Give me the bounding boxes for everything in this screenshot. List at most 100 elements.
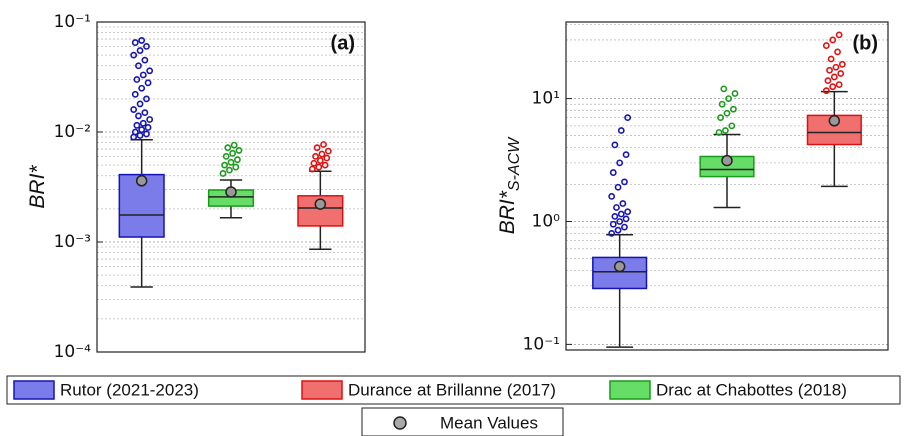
outlier xyxy=(824,77,832,85)
box xyxy=(592,256,648,290)
outlier xyxy=(617,210,625,218)
panel-label: (b) xyxy=(852,32,878,54)
outlier xyxy=(146,116,154,123)
outlier xyxy=(221,161,228,169)
y-axis-label-sub: S-ACW xyxy=(506,136,523,191)
outlier xyxy=(310,159,318,167)
outlier xyxy=(308,165,316,173)
legend-swatch xyxy=(13,380,55,400)
outlier xyxy=(232,163,240,171)
outlier xyxy=(829,83,837,91)
plot-frame xyxy=(565,21,889,351)
mean-legend-marker xyxy=(393,416,407,430)
mean-marker xyxy=(225,186,237,198)
outlier xyxy=(731,90,739,97)
outlier xyxy=(141,109,149,117)
y-axis-label: BRI*S-ACW xyxy=(496,136,524,234)
outlier xyxy=(224,144,232,152)
outlier xyxy=(720,85,728,93)
outlier xyxy=(621,223,628,231)
outlier xyxy=(611,212,619,220)
outlier xyxy=(608,192,616,200)
legend-label: Drac at Chabottes (2018) xyxy=(656,380,847,399)
outlier xyxy=(219,170,227,177)
outlier xyxy=(616,218,624,225)
y-tick-label: 10⁻¹ xyxy=(523,334,560,354)
outlier xyxy=(827,55,835,63)
outlier xyxy=(624,114,632,122)
outlier xyxy=(715,129,723,136)
outlier xyxy=(324,147,332,155)
y-tick-label: 10⁻¹ xyxy=(54,12,91,32)
outlier xyxy=(609,220,617,228)
legend-swatch xyxy=(301,380,343,400)
mean-marker xyxy=(721,154,733,167)
outlier xyxy=(143,130,150,138)
outlier xyxy=(144,79,152,87)
y-tick-label: 10¹ xyxy=(532,89,560,109)
outlier xyxy=(313,144,321,152)
outlier xyxy=(318,150,326,158)
outlier xyxy=(323,154,331,162)
outlier xyxy=(138,84,146,92)
y-tick-label: 10⁻² xyxy=(54,122,91,142)
outlier xyxy=(146,67,154,75)
outlier xyxy=(312,153,319,160)
outlier xyxy=(130,106,138,113)
y-axis-label: BRI* xyxy=(26,165,49,209)
outlier xyxy=(133,121,141,129)
outlier xyxy=(143,95,150,103)
outlier xyxy=(835,31,843,39)
outlier xyxy=(233,156,241,164)
outlier xyxy=(222,153,230,160)
mean-marker xyxy=(828,115,841,127)
outlier xyxy=(722,127,729,134)
outlier xyxy=(316,157,324,164)
outlier xyxy=(725,95,732,102)
outlier xyxy=(717,114,724,122)
outlier xyxy=(822,87,830,95)
outlier xyxy=(136,132,144,139)
outlier xyxy=(131,90,139,98)
outlier xyxy=(227,158,235,166)
outlier xyxy=(613,204,620,211)
outlier xyxy=(321,161,329,169)
outlier xyxy=(619,200,627,207)
mean-legend-label: Mean Values xyxy=(440,413,538,432)
outlier xyxy=(131,128,139,136)
outlier xyxy=(136,100,144,108)
panel-label: (a) xyxy=(331,32,355,54)
outlier xyxy=(135,112,142,120)
legend-label: Durance at Brillanne (2017) xyxy=(348,380,556,399)
outlier xyxy=(608,229,616,237)
outlier xyxy=(611,141,619,149)
outlier xyxy=(829,36,837,44)
outlier xyxy=(320,141,327,148)
outlier xyxy=(822,42,830,49)
outlier xyxy=(728,122,736,130)
outlier xyxy=(130,51,138,59)
outlier xyxy=(144,124,152,131)
outlier xyxy=(838,60,846,68)
outlier xyxy=(614,183,622,191)
outlier xyxy=(139,119,147,127)
outlier xyxy=(616,159,624,167)
outlier xyxy=(135,62,142,70)
outlier xyxy=(834,48,841,56)
y-tick-label: 10⁰ xyxy=(532,211,561,231)
outlier xyxy=(609,169,617,176)
outlier xyxy=(826,66,833,74)
outlier xyxy=(617,127,625,134)
outlier xyxy=(139,71,147,79)
outlier xyxy=(614,226,622,234)
outlier xyxy=(837,70,845,77)
y-axis-label-main: BRI* xyxy=(26,165,49,209)
y-axis-label-main: BRI* xyxy=(496,190,519,234)
outlier xyxy=(621,178,628,186)
outlier xyxy=(138,37,146,44)
outlier xyxy=(225,166,233,174)
outlier xyxy=(230,141,238,149)
outlier xyxy=(133,76,141,83)
outlier xyxy=(131,39,139,46)
